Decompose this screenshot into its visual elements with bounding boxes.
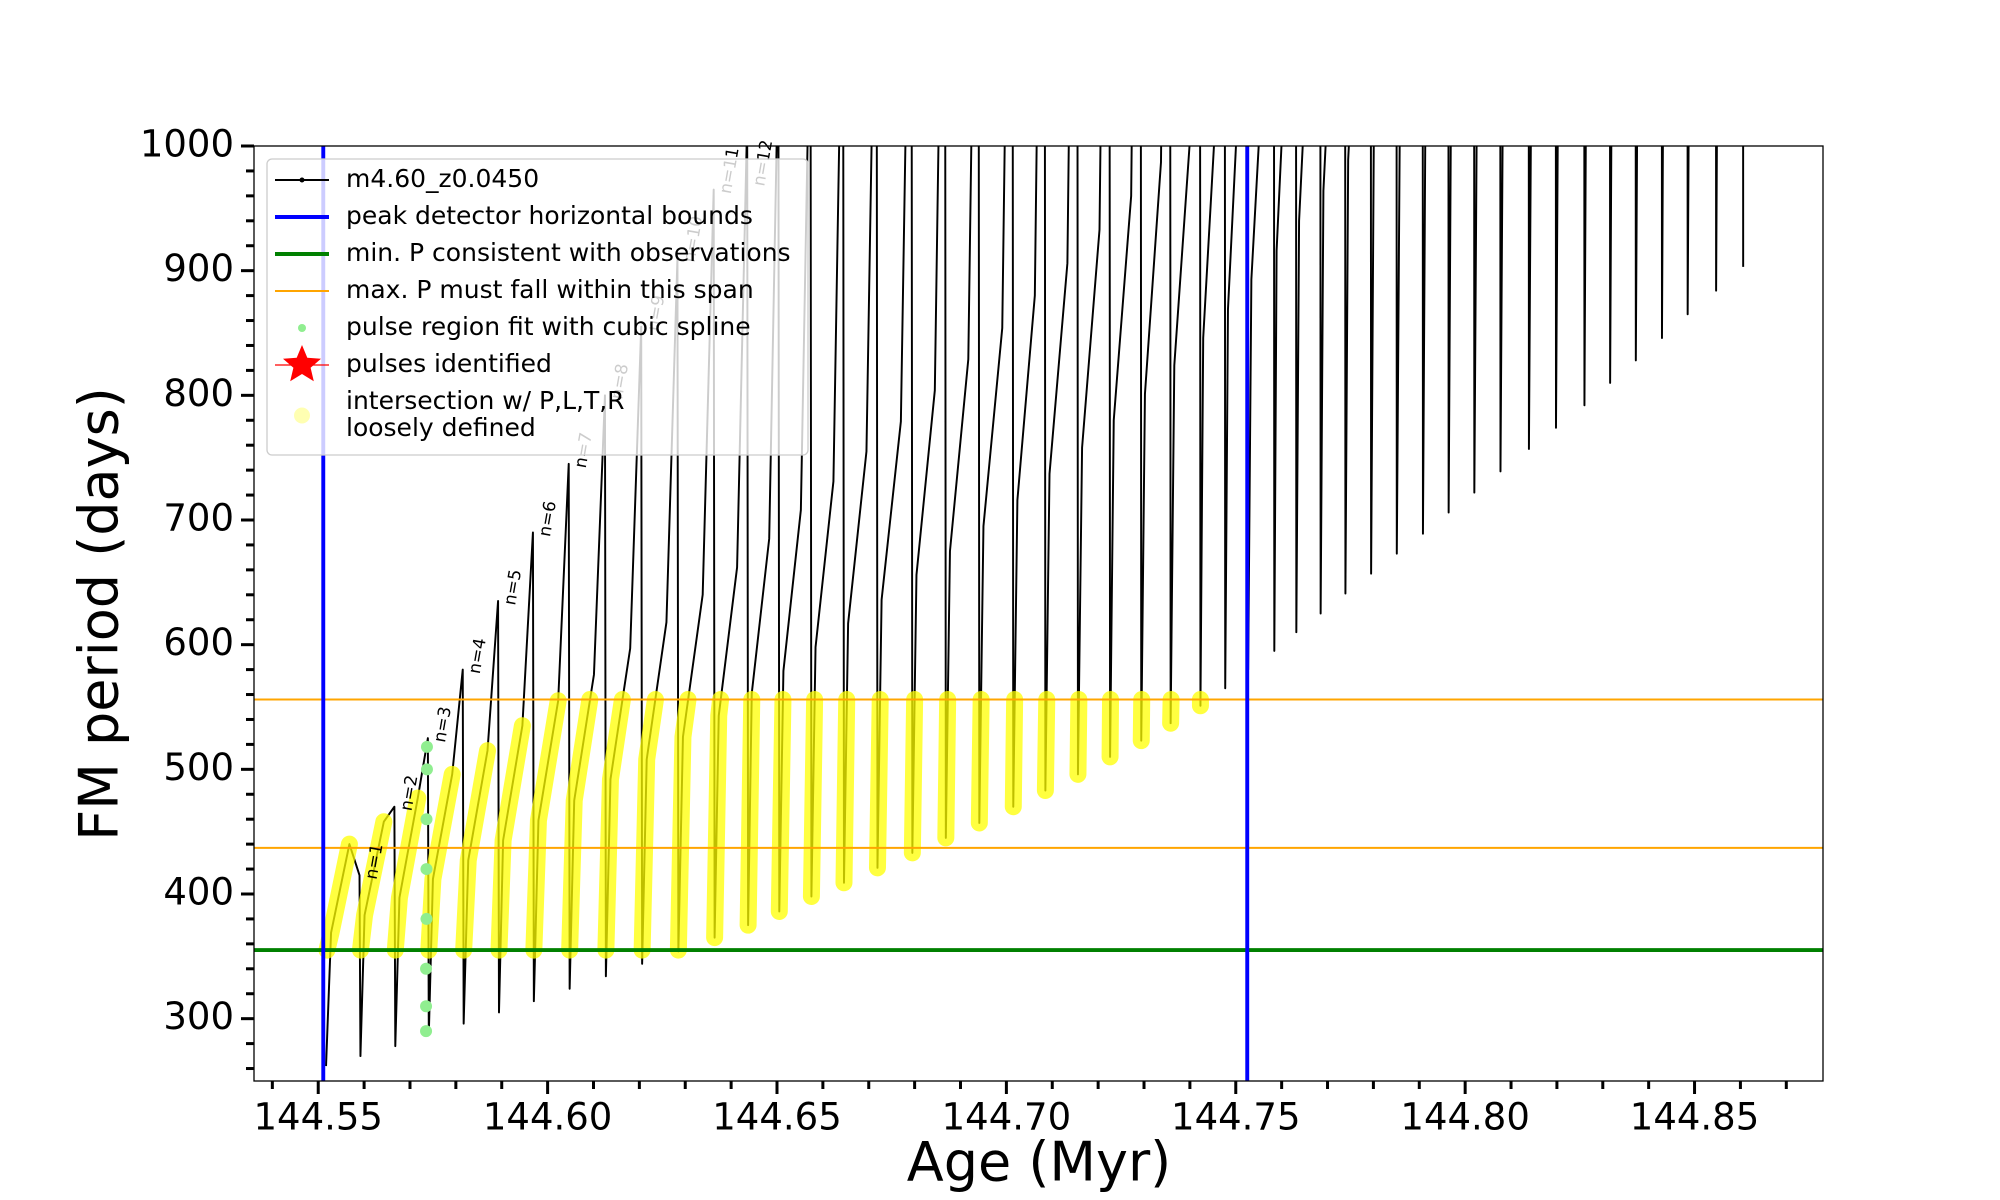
y-tick-label: 300	[163, 995, 234, 1038]
x-tick-label: 144.75	[1171, 1096, 1300, 1139]
scatter-point	[420, 962, 433, 975]
legend-label: m4.60_z0.0450	[346, 164, 539, 193]
legend-marker	[294, 407, 310, 424]
scatter-point	[420, 912, 433, 925]
legend-marker	[283, 345, 321, 382]
x-tick-label: 144.55	[253, 1096, 382, 1139]
legend-label: min. P consistent with observations	[346, 238, 791, 267]
scatter-point	[420, 740, 433, 753]
legend-label: max. P must fall within this span	[346, 275, 754, 304]
highlight-band	[318, 691, 1209, 959]
scatter-point	[420, 863, 433, 876]
legend-marker-dot	[299, 177, 305, 183]
x-axis-label: Age (Myr)	[907, 1131, 1172, 1194]
y-tick-label: 600	[163, 621, 234, 664]
y-tick-label: 1000	[140, 123, 234, 166]
legend-label: pulse region fit with cubic spline	[346, 312, 751, 341]
x-tick-label: 144.65	[712, 1096, 841, 1139]
y-tick-label: 800	[163, 372, 234, 415]
y-tick-label: 700	[163, 497, 234, 540]
y-tick-label: 900	[163, 247, 234, 290]
x-tick-label: 144.70	[942, 1096, 1071, 1139]
data-line	[325, 146, 1745, 1067]
plot-frame	[253, 145, 1824, 1082]
legend-box	[266, 158, 809, 456]
scatter-point	[420, 763, 433, 776]
scatter-point	[420, 813, 433, 826]
x-tick-label: 144.60	[483, 1096, 612, 1139]
x-tick-label: 144.80	[1400, 1096, 1529, 1139]
text-line: intersection w/ P,L,T,R	[346, 386, 625, 415]
x-tick-label: 144.85	[1630, 1096, 1759, 1139]
legend-marker	[298, 324, 306, 332]
y-tick-label: 500	[163, 746, 234, 789]
y-tick-label: 400	[163, 871, 234, 914]
scatter-point	[420, 1000, 433, 1013]
legend-label: pulses identified	[346, 349, 552, 378]
text-line: loosely defined	[346, 413, 536, 442]
scatter-point	[420, 1025, 433, 1038]
legend-label: intersection w/ P,L,T,R loosely defined	[346, 386, 625, 442]
legend-label: peak detector horizontal bounds	[346, 201, 753, 230]
y-axis-label: FM period (days)	[68, 387, 131, 841]
